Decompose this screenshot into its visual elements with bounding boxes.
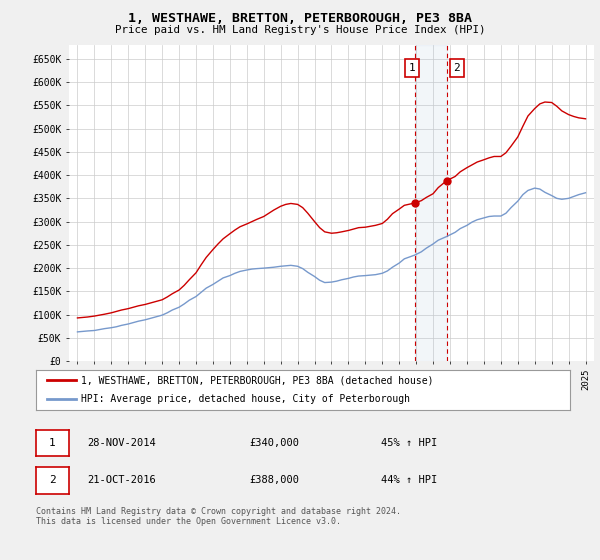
Text: 21-OCT-2016: 21-OCT-2016 bbox=[87, 475, 156, 486]
Text: 1: 1 bbox=[409, 63, 415, 73]
Text: 44% ↑ HPI: 44% ↑ HPI bbox=[381, 475, 437, 486]
Text: 28-NOV-2014: 28-NOV-2014 bbox=[87, 438, 156, 448]
Text: £388,000: £388,000 bbox=[249, 475, 299, 486]
Text: 45% ↑ HPI: 45% ↑ HPI bbox=[381, 438, 437, 448]
Text: HPI: Average price, detached house, City of Peterborough: HPI: Average price, detached house, City… bbox=[82, 394, 410, 404]
Text: 1, WESTHAWE, BRETTON, PETERBOROUGH, PE3 8BA: 1, WESTHAWE, BRETTON, PETERBOROUGH, PE3 … bbox=[128, 12, 472, 25]
Text: 2: 2 bbox=[49, 475, 56, 486]
Text: £340,000: £340,000 bbox=[249, 438, 299, 448]
Text: Price paid vs. HM Land Registry's House Price Index (HPI): Price paid vs. HM Land Registry's House … bbox=[115, 25, 485, 35]
Text: 1: 1 bbox=[49, 438, 56, 448]
Text: Contains HM Land Registry data © Crown copyright and database right 2024.
This d: Contains HM Land Registry data © Crown c… bbox=[36, 507, 401, 526]
Bar bbox=[415, 45, 446, 361]
Text: 2: 2 bbox=[454, 63, 460, 73]
Text: 1, WESTHAWE, BRETTON, PETERBOROUGH, PE3 8BA (detached house): 1, WESTHAWE, BRETTON, PETERBOROUGH, PE3 … bbox=[82, 376, 434, 385]
